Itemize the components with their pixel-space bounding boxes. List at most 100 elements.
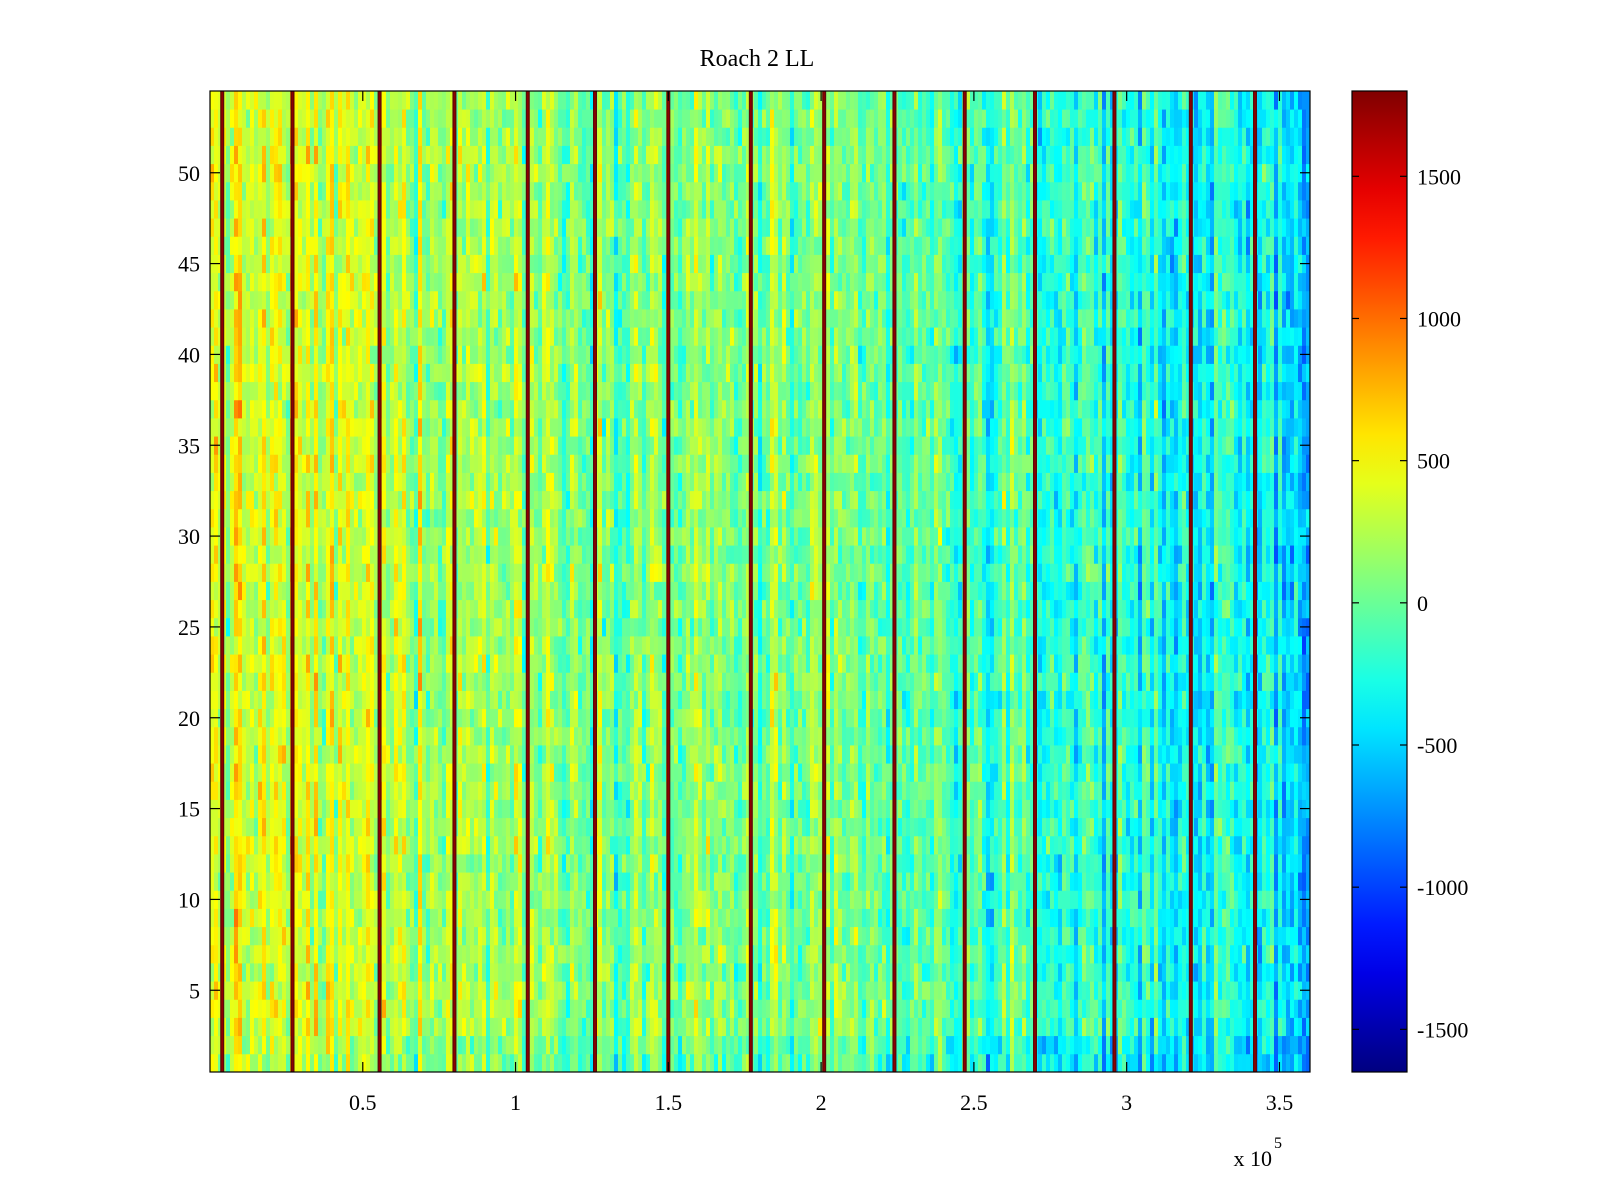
heatmap-cell (1110, 799, 1115, 819)
heatmap-cell (1166, 817, 1171, 837)
heatmap-cell (374, 817, 379, 837)
heatmap-cell (958, 872, 963, 891)
heatmap-cell (1234, 981, 1239, 1000)
heatmap-cell (606, 745, 611, 764)
heatmap-cell (330, 854, 335, 873)
heatmap-cell (810, 963, 815, 982)
heatmap-cell (254, 926, 259, 946)
heatmap-cell (758, 854, 763, 873)
heatmap-cell (978, 745, 983, 764)
heatmap-cell (1002, 1035, 1007, 1055)
heatmap-cell (1078, 781, 1083, 800)
heatmap-cell (1266, 963, 1271, 982)
heatmap-cell (602, 963, 607, 982)
heatmap-cell (250, 999, 255, 1018)
heatmap-cell (1170, 817, 1175, 837)
heatmap-cell (514, 963, 519, 982)
heatmap-cell (1022, 763, 1027, 782)
heatmap-cell (1266, 781, 1271, 800)
heatmap-cell (986, 1035, 991, 1055)
heatmap-cell (322, 854, 327, 873)
heatmap-cell (1262, 763, 1267, 782)
heatmap-cell (446, 763, 451, 782)
heatmap-cell (1002, 981, 1007, 1000)
heatmap-cell (438, 1017, 443, 1037)
heatmap-cell (258, 1053, 263, 1072)
heatmap-cell (1266, 890, 1271, 909)
heatmap-cell (1214, 745, 1219, 764)
heatmap-cell (554, 835, 559, 855)
heatmap-cell (426, 999, 431, 1018)
heatmap-cell (486, 1017, 491, 1037)
heatmap-cell (902, 745, 907, 764)
heatmap-cell (650, 999, 655, 1018)
heatmap-cell (1218, 944, 1223, 964)
heatmap-cell (954, 835, 959, 855)
heatmap-cell (654, 999, 659, 1018)
heatmap-cell (954, 799, 959, 819)
heatmap-cell (510, 1017, 515, 1037)
heatmap-cell (970, 890, 975, 909)
heatmap-cell (1022, 817, 1027, 837)
heatmap-cell (442, 763, 447, 782)
heatmap-cell (1142, 926, 1147, 946)
heatmap-cell (426, 1035, 431, 1055)
heatmap-cell (1258, 817, 1263, 837)
heatmap-cell (702, 999, 707, 1018)
heatmap-cell (1118, 1035, 1123, 1055)
heatmap-cell (1002, 835, 1007, 855)
heatmap-cell (602, 908, 607, 928)
heatmap-cell (1058, 999, 1063, 1018)
heatmap-cell (774, 763, 779, 782)
heatmap-cell (942, 908, 947, 928)
heatmap-cell (910, 745, 915, 764)
heatmap-cell (814, 1017, 819, 1037)
heatmap-cell (938, 963, 943, 982)
heatmap-cell (1026, 908, 1031, 928)
heatmap-cell (1194, 1053, 1199, 1072)
heatmap-cell (278, 799, 283, 819)
heatmap-cell (1098, 944, 1103, 964)
heatmap-cell (542, 799, 547, 819)
heatmap-cell (534, 908, 539, 928)
heatmap-cell (618, 1053, 623, 1072)
heatmap-cell (530, 1017, 535, 1037)
heatmap-cell (422, 872, 427, 891)
heatmap-cell (1082, 872, 1087, 891)
heatmap-cell (550, 835, 555, 855)
heatmap-cell (286, 1053, 291, 1072)
heatmap-cell (258, 872, 263, 891)
heatmap-cell (586, 1017, 591, 1037)
heatmap-cell (346, 944, 351, 964)
heatmap-cell (630, 1053, 635, 1072)
heatmap-cell (634, 944, 639, 964)
heatmap-cell (1102, 1035, 1107, 1055)
heatmap-cell (334, 1053, 339, 1072)
heatmap-cell (1286, 872, 1291, 891)
heatmap-cell (322, 908, 327, 928)
heatmap-cell (798, 981, 803, 1000)
heatmap-cell (1066, 1053, 1071, 1072)
heatmap-cell (1290, 1053, 1295, 1072)
heatmap-cell (706, 908, 711, 928)
heatmap-cell (706, 890, 711, 909)
heatmap-cell (850, 981, 855, 1000)
heatmap-cell (430, 854, 435, 873)
heatmap-cell (1282, 963, 1287, 982)
heatmap-cell (382, 835, 387, 855)
heatmap-cell (870, 1035, 875, 1055)
heatmap-cell (1030, 763, 1035, 782)
heatmap-cell (1062, 817, 1067, 837)
heatmap-cell (1126, 781, 1131, 800)
heatmap-cell (1286, 817, 1291, 837)
heatmap-cell (958, 763, 963, 782)
heatmap-cell (890, 1035, 895, 1055)
heatmap-cell (1162, 854, 1167, 873)
heatmap-cell (838, 1035, 843, 1055)
heatmap-cell (782, 981, 787, 1000)
heatmap-cell (490, 763, 495, 782)
heatmap-cell (1290, 908, 1295, 928)
heatmap-cell (598, 1053, 603, 1072)
heatmap-cell (634, 763, 639, 782)
heatmap-cell (346, 1053, 351, 1072)
